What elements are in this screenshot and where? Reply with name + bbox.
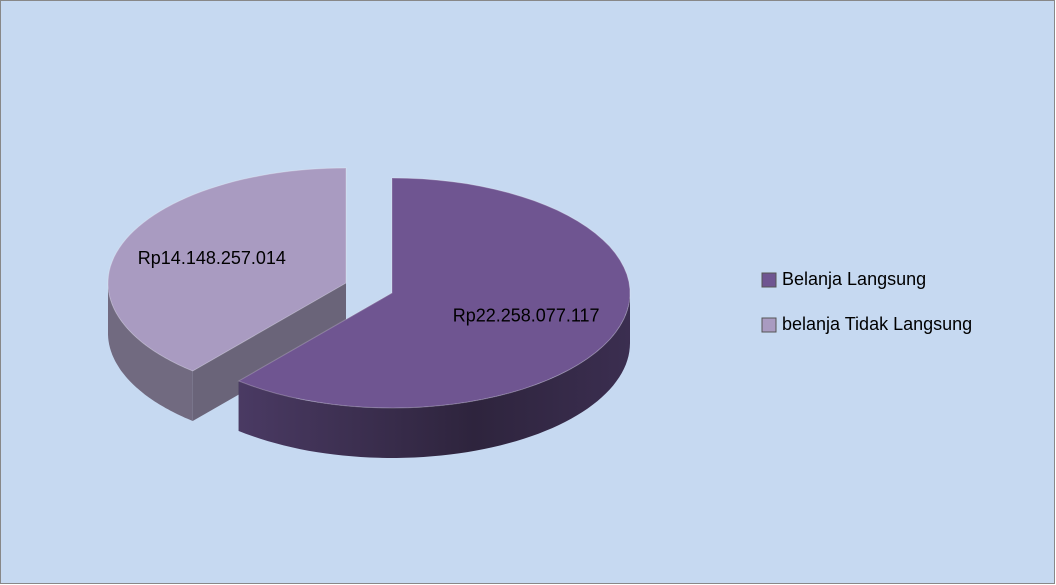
slice — [237, 177, 631, 458]
plot: Rp14.148.257.014 Rp22.258.077.117 — [107, 167, 631, 458]
slice-top — [237, 177, 631, 409]
slice — [107, 167, 347, 421]
legend-swatch — [761, 272, 777, 288]
data-label: Rp22.258.077.117 — [453, 305, 600, 325]
legend-label: belanja Tidak Langsung — [782, 314, 972, 334]
legend-swatch — [761, 317, 777, 333]
slice-top — [107, 167, 347, 372]
slice-side — [108, 283, 193, 421]
data-label: Rp14.148.257.014 — [138, 248, 286, 268]
legend-label: Belanja Langsung — [782, 269, 926, 289]
slice-side — [238, 293, 630, 458]
legend: Belanja Langsung belanja Tidak Langsung — [761, 269, 972, 334]
slice-cut-face — [192, 283, 346, 421]
